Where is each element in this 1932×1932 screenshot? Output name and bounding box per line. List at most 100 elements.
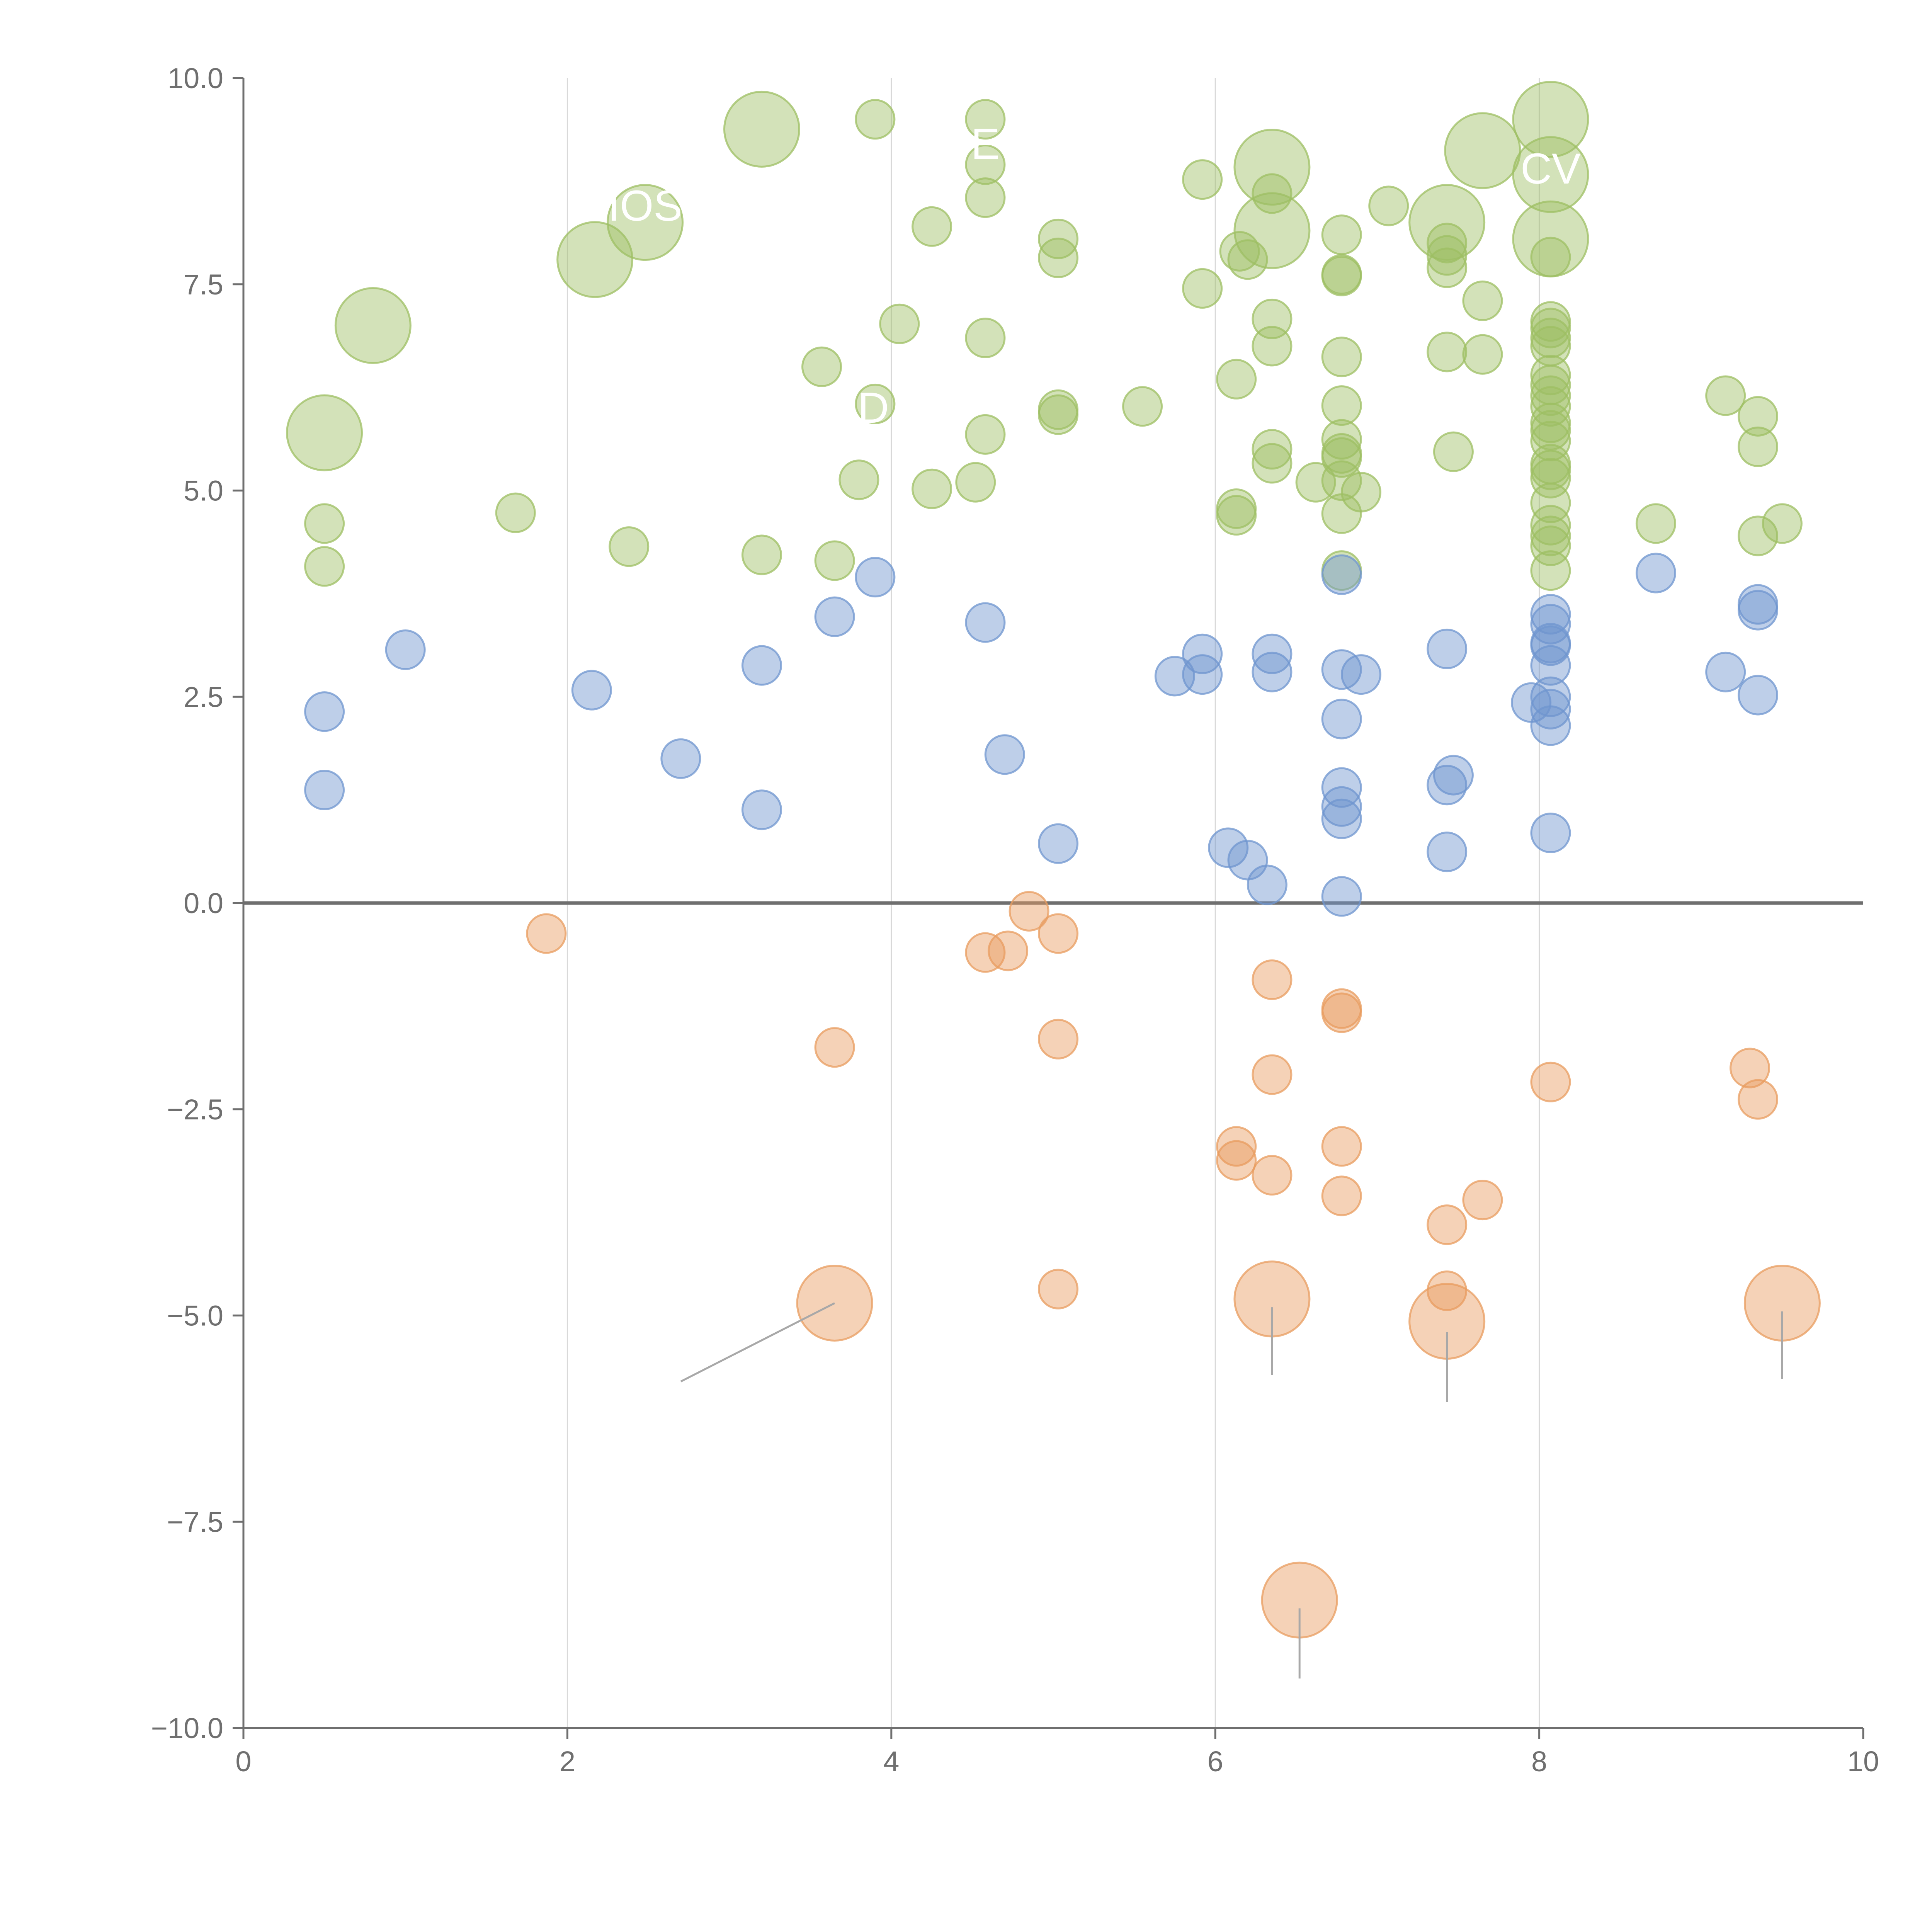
x-tick-label: 2	[560, 1745, 575, 1777]
data-point	[1512, 81, 1589, 158]
data-point	[1321, 1126, 1362, 1167]
data-point	[1530, 676, 1571, 717]
data-point	[1252, 429, 1293, 470]
y-tick-label: 2.5	[184, 681, 223, 713]
data-point	[1252, 326, 1293, 367]
data-point	[304, 546, 345, 587]
data-point	[988, 930, 1029, 971]
data-point	[1340, 472, 1381, 513]
point-label: E	[971, 120, 1000, 168]
data-point	[1208, 827, 1249, 868]
data-point	[1038, 823, 1079, 864]
data-point	[1252, 651, 1293, 692]
data-point	[1530, 689, 1571, 730]
data-point	[1247, 864, 1287, 905]
y-axis: 10.0 7.5 5.0 2.5 0.0 −2.5 −5.0 −7.5 −10.0	[151, 62, 245, 1744]
data-point	[1530, 1061, 1571, 1102]
data-point	[660, 738, 701, 779]
data-point	[879, 303, 920, 344]
point-label: IOS	[608, 182, 682, 230]
data-point	[1433, 431, 1474, 472]
data-point	[1321, 798, 1362, 839]
y-tick-label: 10.0	[168, 62, 223, 94]
data-point	[1219, 231, 1260, 272]
data-point	[838, 459, 879, 500]
data-point	[965, 177, 1006, 218]
point-label: CV	[1520, 145, 1581, 193]
y-tick-label: −2.5	[167, 1094, 223, 1126]
data-point	[1321, 385, 1362, 426]
data-point	[984, 734, 1025, 775]
data-point	[1252, 173, 1293, 214]
data-point	[1530, 457, 1571, 498]
data-point	[1530, 308, 1571, 349]
data-point	[1321, 992, 1362, 1033]
data-point	[1321, 255, 1362, 296]
y-tick-label: −5.0	[167, 1300, 223, 1332]
data-point	[1368, 185, 1409, 226]
data-point	[1216, 1140, 1257, 1181]
data-point	[1530, 645, 1571, 686]
data-point	[526, 913, 567, 954]
data-point	[1216, 1126, 1257, 1167]
data-point	[965, 414, 1006, 455]
data-point	[304, 691, 345, 732]
data-point	[1462, 1180, 1503, 1221]
data-point	[1321, 554, 1362, 595]
data-point	[955, 462, 996, 503]
data-point	[1321, 214, 1362, 255]
y-tick-label: −10.0	[151, 1712, 223, 1744]
data-point	[1530, 355, 1571, 396]
y-tick-label: 7.5	[184, 269, 223, 301]
data-point	[814, 540, 855, 581]
data-point	[1530, 813, 1571, 854]
data-point	[1530, 386, 1571, 427]
data-point	[1321, 699, 1362, 740]
data-point	[855, 557, 896, 598]
data-point	[1038, 913, 1079, 954]
data-point	[1635, 503, 1676, 544]
x-tick-label: 6	[1208, 1745, 1223, 1777]
data-point	[1321, 460, 1362, 501]
data-point	[1321, 419, 1362, 460]
data-point	[741, 645, 782, 686]
y-tick-label: −7.5	[167, 1506, 223, 1538]
data-point	[1530, 515, 1571, 556]
data-point	[609, 526, 650, 567]
data-point	[1530, 449, 1571, 490]
data-point	[1427, 832, 1468, 872]
data-point	[1530, 420, 1571, 461]
data-point	[855, 99, 896, 140]
data-point	[334, 287, 412, 364]
data-point	[965, 99, 1006, 140]
data-point	[1233, 192, 1311, 269]
data-point	[1738, 1079, 1779, 1120]
x-tick-label: 0	[235, 1745, 251, 1777]
data-point	[1512, 136, 1589, 213]
data-point	[1427, 223, 1468, 264]
data-point	[607, 184, 684, 261]
data-point	[1182, 268, 1223, 309]
y-tick-label: 5.0	[184, 475, 223, 507]
data-point	[1252, 443, 1293, 484]
data-point	[1530, 550, 1571, 591]
data-point	[1433, 755, 1474, 796]
data-point	[1738, 426, 1779, 467]
data-point	[814, 1027, 855, 1068]
data-point	[1444, 112, 1521, 189]
data-points	[286, 81, 1821, 1639]
x-tick-label: 10	[1847, 1745, 1879, 1777]
data-point	[1738, 590, 1779, 631]
point-label: AD	[829, 384, 889, 432]
point-labels: IOS E CV AD	[608, 120, 1581, 432]
data-point	[1462, 280, 1503, 321]
data-point	[1252, 633, 1293, 674]
data-point	[1182, 159, 1223, 200]
data-point	[556, 221, 634, 298]
data-point	[1216, 495, 1257, 536]
data-point	[1462, 334, 1503, 375]
data-point	[1321, 437, 1362, 478]
data-point	[1252, 1155, 1293, 1196]
x-tick-label: 4	[883, 1745, 899, 1777]
